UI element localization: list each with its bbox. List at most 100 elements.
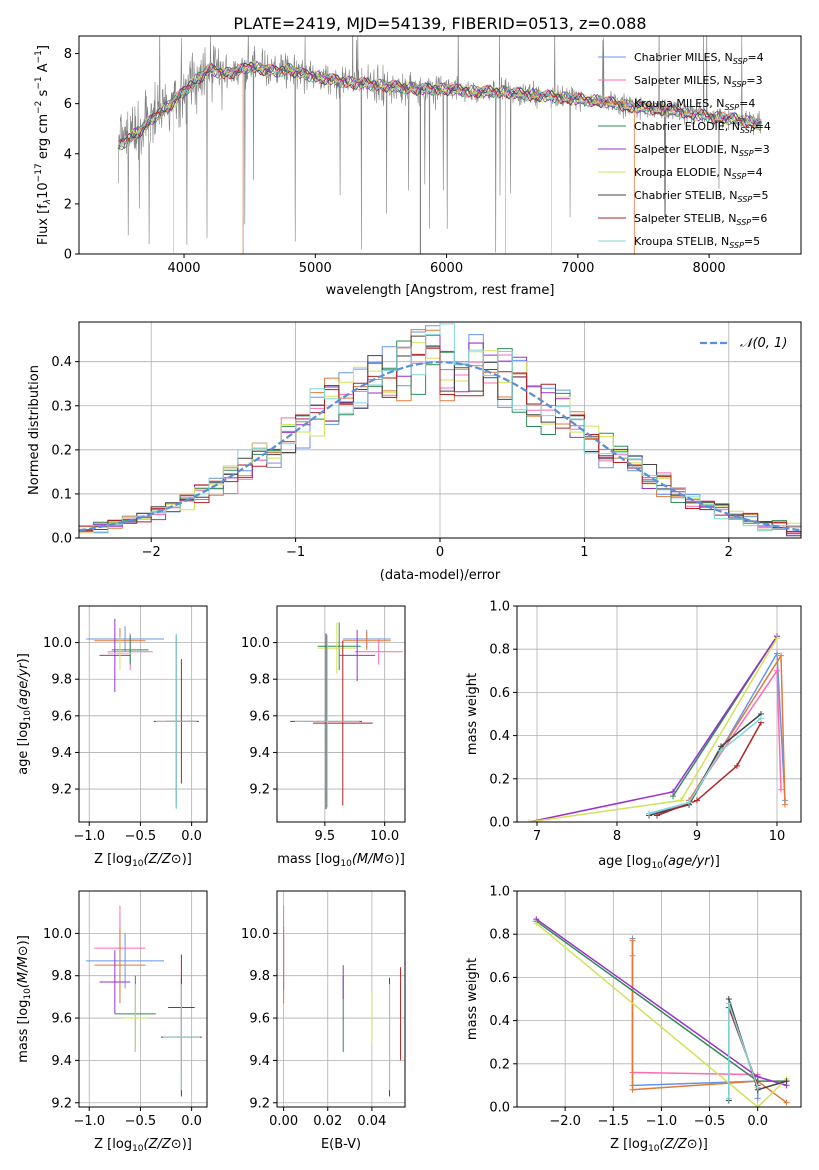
y-tick-label: 9.8 [51, 969, 72, 984]
x-axis-label: Z [log10(Z/Z⊙)] [94, 852, 192, 869]
y-tick-label: 9.6 [249, 1012, 270, 1027]
y-tick-label: 9.4 [51, 1054, 72, 1069]
y-tick-label: 0.2 [489, 772, 510, 787]
weight-marker [774, 650, 780, 657]
weight-marker [670, 788, 676, 795]
plot-area-age_vs_mass [290, 622, 403, 810]
weight-marker [629, 937, 636, 944]
weight-marker [725, 1095, 732, 1102]
y-tick-label: 9.8 [249, 969, 270, 984]
y-tick-label: 9.2 [249, 783, 270, 798]
weight-marker [754, 1073, 761, 1080]
axes-spectrum: 4000 5000 6000 7000 8000 0 2 4 6 8 Chabrier MILES,… [34, 35, 802, 298]
x-tick-label: 9 [693, 829, 701, 844]
y-tick-label: 10.0 [241, 927, 270, 942]
weight-line [648, 713, 762, 817]
legend-entry: Salpeter STELIB, NSSP=6 [634, 212, 767, 227]
x-tick-label: 8 [613, 829, 621, 844]
y-tick-label: 9.4 [51, 746, 72, 761]
weight-marker [686, 799, 692, 806]
x-tick-label: 2 [725, 545, 733, 560]
x-tick-label: 0.0 [747, 1114, 768, 1129]
x-tick-label: 7000 [561, 261, 594, 276]
x-tick-label: 6000 [430, 261, 463, 276]
axes-frame [516, 890, 802, 1108]
x-tick-label: 0.04 [357, 1114, 386, 1129]
x-axis-label: Z [log10(Z/Z⊙)] [610, 1137, 708, 1154]
y-tick-label: 9.8 [51, 673, 72, 688]
axes-weight_vs_Z: −2.0 −1.5 −1.0 −0.5 0.0 0.0 0.2 0.4 0.6 0.8 1.0 mas… [465, 885, 802, 1154]
y-tick-label: 0.4 [489, 729, 510, 744]
y-tick-label: 10.0 [43, 636, 72, 651]
x-tick-label: 10 [769, 829, 786, 844]
weight-line [631, 955, 758, 1076]
y-tick-label: 0.1 [51, 487, 72, 502]
axes-age_vs_Z: −1.0 −0.5 0.0 9.2 9.4 9.6 9.8 10.0 Z [log10(Z/Z⊙… [16, 605, 208, 869]
x-axis-label: age [log10(age/yr)] [598, 854, 720, 871]
y-tick-label: 0 [64, 248, 72, 263]
weight-marker [774, 667, 780, 674]
model-line [118, 64, 762, 254]
weight-marker [783, 1078, 790, 1085]
weight-marker [782, 801, 788, 808]
weight-marker [778, 652, 784, 659]
x-tick-label: −2.0 [549, 1114, 581, 1129]
y-tick-label: 9.4 [249, 746, 270, 761]
model-line [118, 62, 762, 150]
model-line [118, 61, 762, 151]
y-tick-label: 0.0 [51, 532, 72, 547]
axes-frame [78, 35, 802, 255]
y-tick-label: 4 [64, 147, 72, 162]
plot-area-spectrum [118, 36, 762, 254]
legend-entry: Chabrier MILES, NSSP=4 [634, 51, 764, 66]
y-tick-label: 0.2 [51, 443, 72, 458]
axes-residuals: −2 −1 0 1 2 0.0 0.1 0.2 0.3 0.4 𝒩(0, 1) (data-model… [27, 321, 802, 583]
legend-entry: Chabrier ELODIE, NSSP=4 [634, 120, 771, 135]
weight-marker [754, 1104, 761, 1107]
x-axis-label: E(B-V) [321, 1137, 361, 1152]
x-tick-label: −1.5 [597, 1114, 629, 1129]
x-tick-label: −1.0 [73, 1114, 105, 1129]
legend-entry: Kroupa STELIB, NSSP=5 [634, 235, 760, 250]
weight-line [535, 922, 788, 1107]
x-tick-label: −1.0 [646, 1114, 678, 1129]
plots: 4000 5000 6000 7000 8000 0 2 4 6 8 Chabrier MILES,… [16, 35, 802, 1154]
y-axis-label: mass weight [465, 673, 480, 755]
x-tick-label: −0.5 [125, 1114, 157, 1129]
axes-frame [276, 890, 406, 1108]
weight-marker [526, 819, 532, 822]
weight-marker [778, 786, 784, 793]
y-tick-label: 9.8 [249, 673, 270, 688]
legend-entry: Kroupa MILES, NSSP=4 [634, 97, 755, 112]
x-tick-label: 0.00 [269, 1114, 298, 1129]
weight-marker [758, 715, 764, 722]
legend-entry: 𝒩(0, 1) [740, 336, 787, 351]
y-tick-label: 9.2 [51, 783, 72, 798]
weight-marker [629, 1086, 636, 1093]
y-tick-label: 9.4 [249, 1054, 270, 1069]
axes-frame [276, 605, 406, 823]
y-tick-label: 9.2 [249, 1096, 270, 1111]
y-tick-label: 1.0 [489, 885, 510, 900]
x-tick-label: 0 [436, 545, 444, 560]
x-tick-label: −1 [286, 545, 305, 560]
y-tick-label: 0.6 [489, 686, 510, 701]
x-tick-label: 0.0 [181, 1114, 202, 1129]
weight-marker [646, 810, 652, 817]
y-tick-label: 2 [64, 197, 72, 212]
weight-line [656, 722, 762, 817]
plot-area-mass_vs_Z [86, 905, 202, 1097]
x-axis-label: mass [log10(M/M⊙)] [277, 852, 405, 869]
y-tick-label: 10.0 [241, 636, 270, 651]
y-tick-label: 0.4 [489, 1014, 510, 1029]
y-axis-label: mass weight [465, 958, 480, 1040]
y-tick-label: 9.6 [249, 709, 270, 724]
axes-weight_vs_age: 7 8 9 10 0.0 0.2 0.4 0.6 0.8 1.0 mass weight age [l… [465, 600, 802, 871]
x-tick-label: 10.0 [370, 829, 399, 844]
legend-entry: Kroupa ELODIE, NSSP=4 [634, 166, 763, 181]
x-axis-label: (data-model)/error [380, 568, 501, 583]
y-tick-label: 1.0 [489, 600, 510, 615]
observed-spectrum [118, 36, 762, 253]
spectrum-legend: Chabrier MILES, NSSP=4 Salpeter MILES, NS… [598, 51, 771, 250]
